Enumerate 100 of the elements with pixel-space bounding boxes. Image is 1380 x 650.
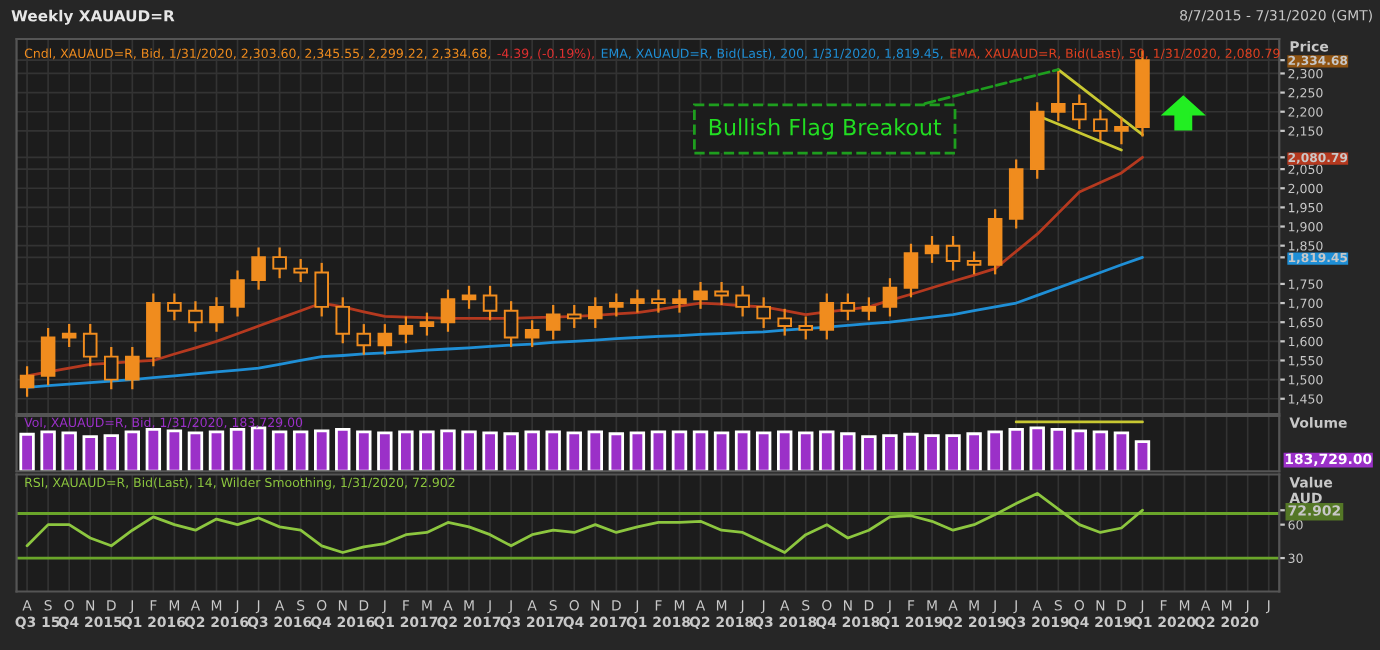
candlestick bbox=[356, 323, 372, 356]
bar bbox=[335, 427, 351, 472]
bar bbox=[356, 430, 372, 472]
candlestick bbox=[440, 288, 456, 333]
candlestick bbox=[209, 296, 224, 333]
bar bbox=[1113, 431, 1130, 472]
bar bbox=[798, 431, 814, 472]
bar bbox=[271, 430, 288, 472]
candlestick bbox=[735, 284, 750, 318]
candlestick bbox=[840, 292, 856, 322]
bar bbox=[777, 430, 793, 472]
bar bbox=[208, 430, 225, 472]
candlestick bbox=[188, 300, 203, 333]
candlestick bbox=[798, 315, 814, 341]
candlestick bbox=[314, 261, 329, 318]
bar bbox=[671, 430, 688, 472]
bar bbox=[377, 431, 393, 472]
bar bbox=[840, 432, 856, 472]
candlestick bbox=[1093, 108, 1108, 142]
bar bbox=[19, 432, 35, 472]
bar bbox=[440, 429, 456, 472]
bar bbox=[292, 430, 309, 472]
bar bbox=[524, 430, 540, 472]
bar bbox=[629, 431, 646, 472]
candlestick bbox=[609, 292, 624, 318]
candlestick bbox=[630, 288, 645, 314]
candlestick bbox=[251, 246, 266, 291]
candlestick bbox=[125, 345, 140, 391]
candlestick bbox=[882, 277, 898, 318]
candlestick bbox=[987, 208, 1003, 276]
bar bbox=[187, 431, 204, 472]
candlestick bbox=[377, 323, 393, 356]
bar bbox=[734, 430, 751, 472]
bar bbox=[1071, 429, 1088, 472]
bar bbox=[124, 430, 141, 472]
candlestick bbox=[482, 284, 498, 322]
candlestick bbox=[566, 303, 582, 330]
candlestick bbox=[419, 311, 435, 337]
bar bbox=[945, 434, 961, 472]
bar bbox=[966, 432, 982, 472]
bar bbox=[882, 434, 898, 472]
bar bbox=[755, 431, 772, 472]
candlestick bbox=[1051, 68, 1066, 123]
candlestick bbox=[545, 303, 561, 341]
bar bbox=[461, 430, 477, 472]
bar bbox=[903, 432, 919, 472]
candlestick bbox=[1072, 93, 1087, 131]
candlestick bbox=[103, 345, 119, 391]
candlestick bbox=[777, 307, 792, 337]
bar bbox=[713, 431, 730, 472]
bar bbox=[692, 430, 709, 472]
bar bbox=[103, 434, 119, 472]
candlestick bbox=[293, 257, 308, 284]
candlestick bbox=[693, 280, 708, 310]
bar bbox=[1008, 427, 1024, 472]
bar bbox=[40, 430, 56, 472]
candlestick bbox=[82, 323, 98, 368]
candlestick bbox=[272, 246, 287, 280]
annotation: Bullish Flag Breakout bbox=[709, 118, 942, 140]
candlestick bbox=[861, 296, 877, 322]
candlestick bbox=[461, 284, 477, 310]
bar bbox=[545, 430, 561, 472]
candlestick bbox=[588, 296, 603, 330]
bar bbox=[419, 430, 435, 472]
bar bbox=[61, 431, 77, 472]
bar bbox=[819, 430, 835, 472]
candlestick bbox=[903, 242, 919, 299]
bar bbox=[82, 435, 98, 472]
bar bbox=[229, 427, 246, 472]
candlestick bbox=[167, 292, 182, 322]
candlestick bbox=[966, 250, 982, 276]
bar bbox=[987, 430, 1003, 472]
bar bbox=[314, 429, 330, 472]
line-series bbox=[25, 492, 1144, 554]
candlestick bbox=[19, 365, 35, 398]
candlestick bbox=[524, 319, 540, 349]
bar bbox=[166, 429, 183, 472]
candlestick bbox=[756, 296, 771, 330]
bar bbox=[1092, 430, 1109, 472]
bar bbox=[482, 431, 498, 472]
bar bbox=[1050, 427, 1066, 472]
candlestick bbox=[714, 280, 729, 307]
candlestick bbox=[398, 315, 414, 345]
candlestick bbox=[335, 296, 351, 345]
bar bbox=[566, 431, 582, 472]
bar bbox=[924, 434, 940, 472]
bar bbox=[398, 430, 414, 472]
candlestick bbox=[924, 234, 940, 264]
bar bbox=[650, 430, 667, 472]
candlestick bbox=[945, 234, 961, 272]
bar bbox=[250, 426, 267, 472]
candlestick bbox=[40, 326, 56, 387]
bar bbox=[1134, 440, 1151, 472]
candlestick bbox=[672, 288, 687, 314]
bar bbox=[608, 432, 625, 472]
bar bbox=[587, 430, 603, 472]
bar bbox=[503, 432, 519, 472]
bar bbox=[861, 435, 877, 472]
bar bbox=[1029, 426, 1045, 472]
candlestick bbox=[819, 292, 835, 341]
